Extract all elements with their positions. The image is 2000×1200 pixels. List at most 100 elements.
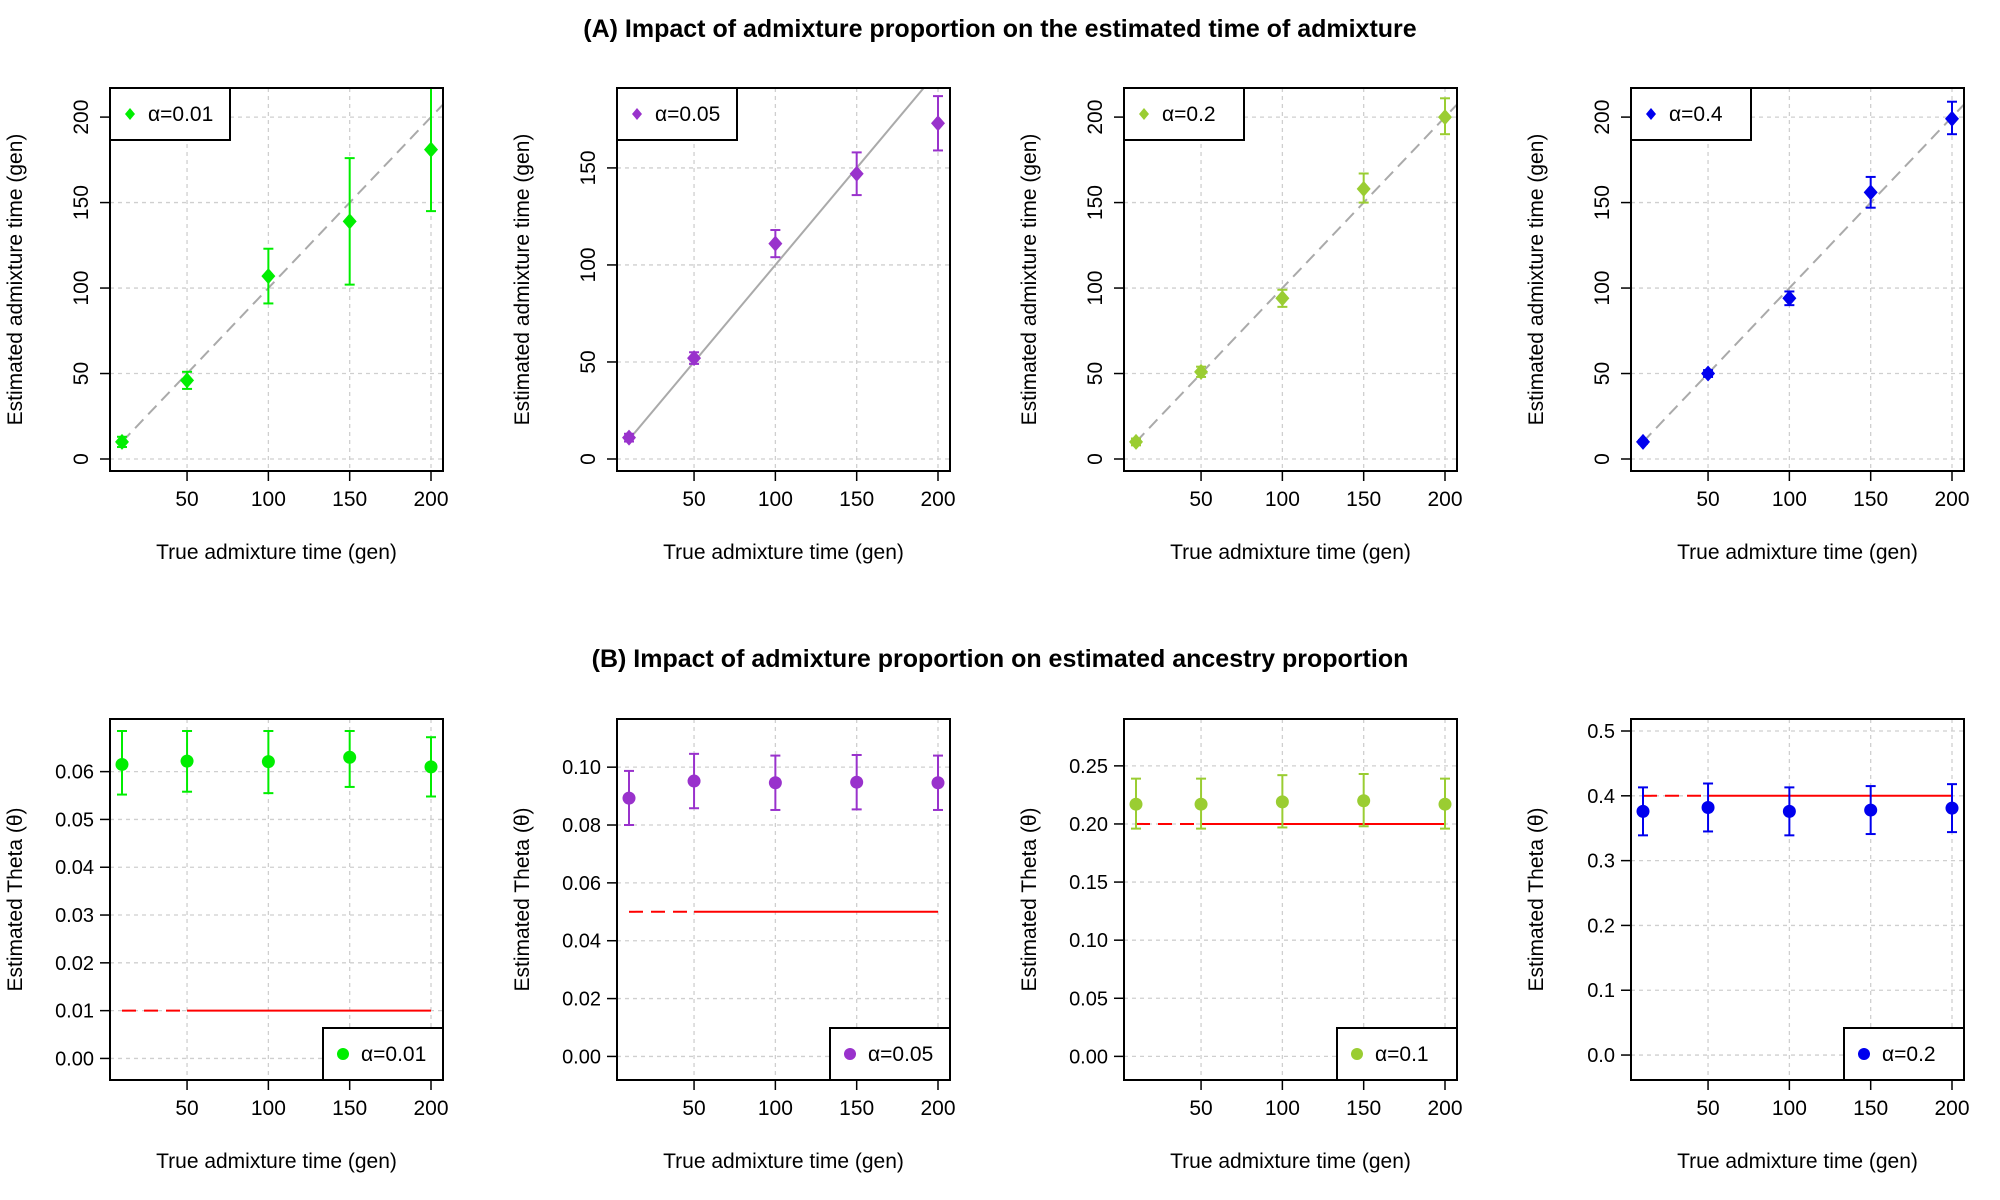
y-tick-label: 0.02 — [562, 989, 601, 1011]
legend-label: α=0.01 — [148, 103, 213, 126]
x-tick-label: 50 — [1189, 488, 1212, 511]
data-point — [1945, 801, 1959, 815]
x-tick-label: 100 — [758, 488, 793, 511]
data-point — [849, 165, 864, 182]
y-tick-label: 50 — [1084, 362, 1107, 385]
y-tick-label: 0.10 — [562, 757, 601, 779]
x-axis-label: True admixture time (gen) — [156, 541, 397, 564]
y-tick-label: 100 — [577, 247, 600, 282]
y-tick-label: 0.4 — [1587, 786, 1615, 808]
x-axis-label: True admixture time (gen) — [663, 541, 904, 564]
row-b-title: (B) Impact of admixture proportion on es… — [591, 645, 1409, 673]
data-point — [1701, 365, 1716, 382]
data-point — [424, 141, 438, 158]
y-tick-label: 0.04 — [562, 931, 601, 953]
data-point — [1129, 433, 1143, 450]
data-point — [1636, 804, 1650, 818]
data-point — [1356, 180, 1371, 197]
y-tick-label: 0.01 — [55, 1001, 94, 1023]
grid-lines — [617, 88, 950, 471]
plot-frame — [616, 87, 951, 472]
plot-frame — [109, 87, 444, 472]
legend-label: α=0.05 — [655, 103, 720, 126]
reference-line — [121, 103, 443, 443]
data-point — [1438, 797, 1452, 811]
data-point — [424, 760, 438, 774]
legend-marker — [125, 108, 135, 120]
x-tick-label: 200 — [413, 488, 448, 511]
chart-panel-2: 50 100 150 200 0 50 100 150 True admixture time … — [511, 87, 956, 564]
data-point — [343, 750, 357, 764]
y-tick-label: 0.04 — [55, 857, 94, 879]
data-point — [115, 757, 129, 771]
plot-frame — [109, 718, 444, 1081]
x-tick-label: 100 — [758, 1097, 793, 1120]
chart-panel-1: 50 100 150 200 0 50 100 150 200 True admixture ti… — [4, 87, 449, 564]
legend-box — [829, 1027, 951, 1081]
chart-panel-5: 50 100 150 200 0.00 0.01 0.02 0.03 0.04 0.05 0.06 T… — [4, 718, 449, 1173]
y-tick-label: 0.3 — [1587, 851, 1615, 873]
x-tick-label: 150 — [332, 488, 367, 511]
x-axis-label: True admixture time (gen) — [1677, 1150, 1918, 1173]
data-point — [115, 433, 129, 450]
plot-frame — [616, 718, 951, 1081]
x-tick-label: 100 — [1265, 1097, 1300, 1120]
x-tick-label: 50 — [175, 488, 198, 511]
chart-panel-3: 50 100 150 200 0 50 100 150 200 True admixture ti… — [1018, 87, 1463, 564]
legend-label: α=0.2 — [1882, 1043, 1936, 1066]
legend-label: α=0.01 — [361, 1043, 426, 1066]
x-tick-label: 150 — [332, 1097, 367, 1120]
y-tick-label: 0.02 — [55, 953, 94, 975]
y-tick-label: 100 — [1084, 271, 1107, 306]
y-tick-label: 0.20 — [1069, 814, 1108, 836]
legend: α=0.05 — [616, 87, 738, 141]
data-point — [622, 791, 636, 805]
y-axis-label: Estimated admixture time (gen) — [1018, 134, 1041, 426]
data-point — [1782, 290, 1797, 307]
data-point — [1864, 803, 1878, 817]
y-tick-label: 0.00 — [1069, 1046, 1108, 1068]
legend: α=0.1 — [1336, 1027, 1458, 1081]
y-tick-label: 200 — [70, 100, 93, 135]
x-tick-label: 150 — [839, 488, 874, 511]
y-axis-label: Estimated admixture time (gen) — [1525, 134, 1548, 426]
chart-panel-8: 50 100 150 200 0.0 0.1 0.2 0.3 0.4 0.5 True admixt… — [1525, 718, 1970, 1173]
legend-marker — [1351, 1048, 1363, 1060]
data-point — [850, 775, 864, 789]
y-tick-label: 0.0 — [1587, 1045, 1615, 1067]
x-tick-label: 50 — [1696, 488, 1719, 511]
data-point — [1275, 795, 1289, 809]
plot-frame — [1123, 87, 1458, 472]
y-tick-label: 200 — [1084, 100, 1107, 135]
x-axis-label: True admixture time (gen) — [663, 1150, 904, 1173]
legend-label: α=0.4 — [1669, 103, 1723, 126]
x-tick-label: 50 — [175, 1097, 198, 1120]
legend-box — [1843, 1027, 1965, 1081]
data-point — [687, 350, 702, 367]
y-tick-label: 50 — [70, 362, 93, 385]
grid-lines — [110, 719, 443, 1080]
legend: α=0.01 — [109, 87, 231, 141]
data-point — [622, 429, 636, 446]
y-tick-label: 100 — [1591, 271, 1614, 306]
x-tick-label: 200 — [920, 1097, 955, 1120]
y-axis-label: Estimated admixture time (gen) — [511, 134, 534, 426]
grid-lines — [617, 719, 950, 1080]
x-tick-label: 100 — [1772, 1097, 1807, 1120]
legend-marker — [844, 1048, 856, 1060]
data-point — [1863, 184, 1878, 201]
row-a-title: (A) Impact of admixture proportion on th… — [583, 15, 1417, 43]
y-tick-label: 0.03 — [55, 905, 94, 927]
data-point — [1357, 794, 1371, 808]
x-tick-label: 100 — [1265, 488, 1300, 511]
y-tick-label: 0 — [1591, 453, 1614, 465]
legend-marker — [1139, 108, 1149, 120]
data-point — [342, 213, 357, 230]
x-tick-label: 150 — [1853, 1097, 1888, 1120]
data-point — [1438, 109, 1452, 126]
x-tick-label: 100 — [251, 488, 286, 511]
x-tick-label: 50 — [682, 1097, 705, 1120]
data-point — [1636, 433, 1650, 450]
x-tick-label: 100 — [1772, 488, 1807, 511]
